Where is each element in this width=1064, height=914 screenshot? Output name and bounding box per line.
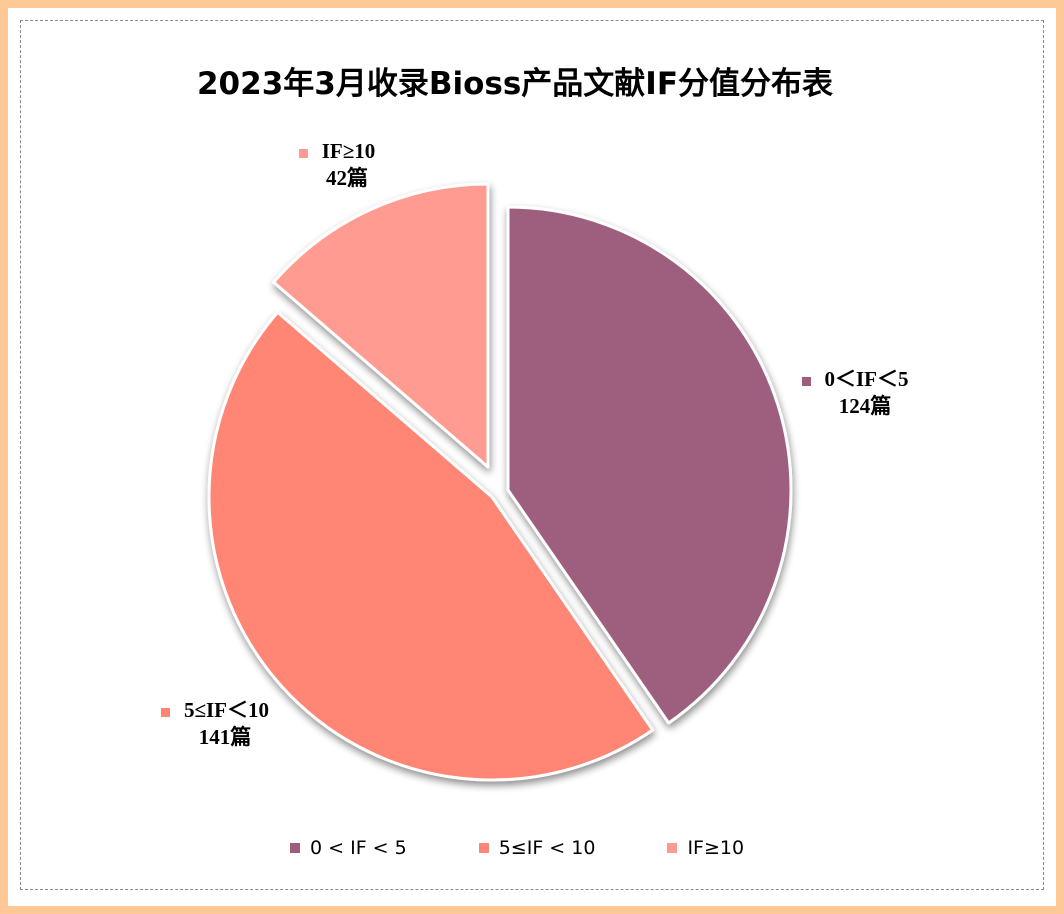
data-label-10-plus: IF≥10 42篇: [282, 138, 392, 192]
pie-slice-3: [272, 182, 490, 469]
legend-swatch: [290, 843, 300, 853]
legend-item[interactable]: IF≥10: [667, 837, 744, 859]
data-label-5-10: 5≤IF＜10 141篇: [140, 697, 290, 751]
label-value: 42篇: [326, 166, 368, 190]
legend-label: 5≤IF < 10: [498, 837, 596, 859]
chart-area-border: [20, 20, 1044, 890]
label-swatch: [801, 376, 811, 386]
label-category: 5≤IF＜10: [183, 698, 270, 722]
chart-title: 2023年3月收录Bioss产品文献IF分值分布表: [196, 66, 833, 102]
legend-item[interactable]: 5≤IF < 10: [478, 837, 596, 859]
label-category: 0＜IF＜5: [824, 367, 909, 391]
label-value: 141篇: [198, 725, 252, 749]
label-category: IF≥10: [321, 139, 376, 163]
legend-swatch: [478, 843, 489, 853]
legend-item[interactable]: 0 < IF < 5: [290, 837, 407, 859]
legend: 0 < IF < 5 5≤IF < 10 IF≥10: [290, 837, 816, 859]
legend-swatch: [667, 843, 678, 853]
pie-slice-1: [506, 205, 793, 725]
label-swatch: [160, 707, 170, 717]
legend-label: IF≥10: [687, 837, 745, 859]
pie-slice-2: [207, 310, 655, 782]
label-swatch: [298, 148, 308, 158]
data-label-0-5: 0＜IF＜5 124篇: [780, 366, 930, 420]
label-value: 124篇: [838, 394, 892, 418]
legend-label: 0 < IF < 5: [310, 837, 407, 859]
